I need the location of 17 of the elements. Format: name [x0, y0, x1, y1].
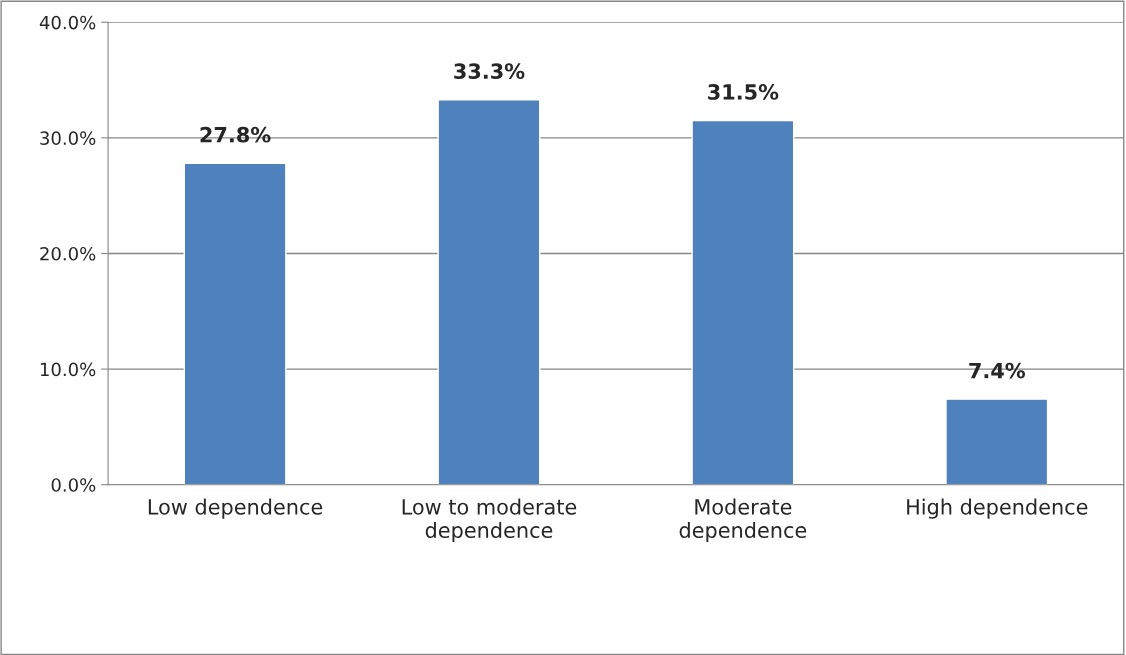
- data-label: 27.8%: [200, 126, 271, 143]
- bar: [945, 398, 1049, 485]
- bar: [183, 162, 287, 485]
- bar: [691, 119, 795, 485]
- data-label: 33.3%: [454, 63, 525, 80]
- x-tick-label: Low to moderate dependence: [402, 498, 577, 543]
- y-tick-label: 20.0%: [40, 246, 96, 261]
- data-label: 31.5%: [708, 84, 779, 100]
- x-tick-label: High dependence: [907, 498, 1088, 519]
- x-tick-label: Moderate dependence: [679, 498, 807, 543]
- bar: [437, 99, 541, 485]
- x-tick-label: Low dependence: [148, 498, 323, 519]
- y-tick-label: 40.0%: [39, 15, 96, 30]
- y-tick-label: 10.0%: [40, 362, 96, 377]
- data-label: 7.4%: [969, 362, 1026, 379]
- y-tick-label: 0.0%: [51, 478, 96, 492]
- y-tick-label: 30.0%: [40, 131, 96, 145]
